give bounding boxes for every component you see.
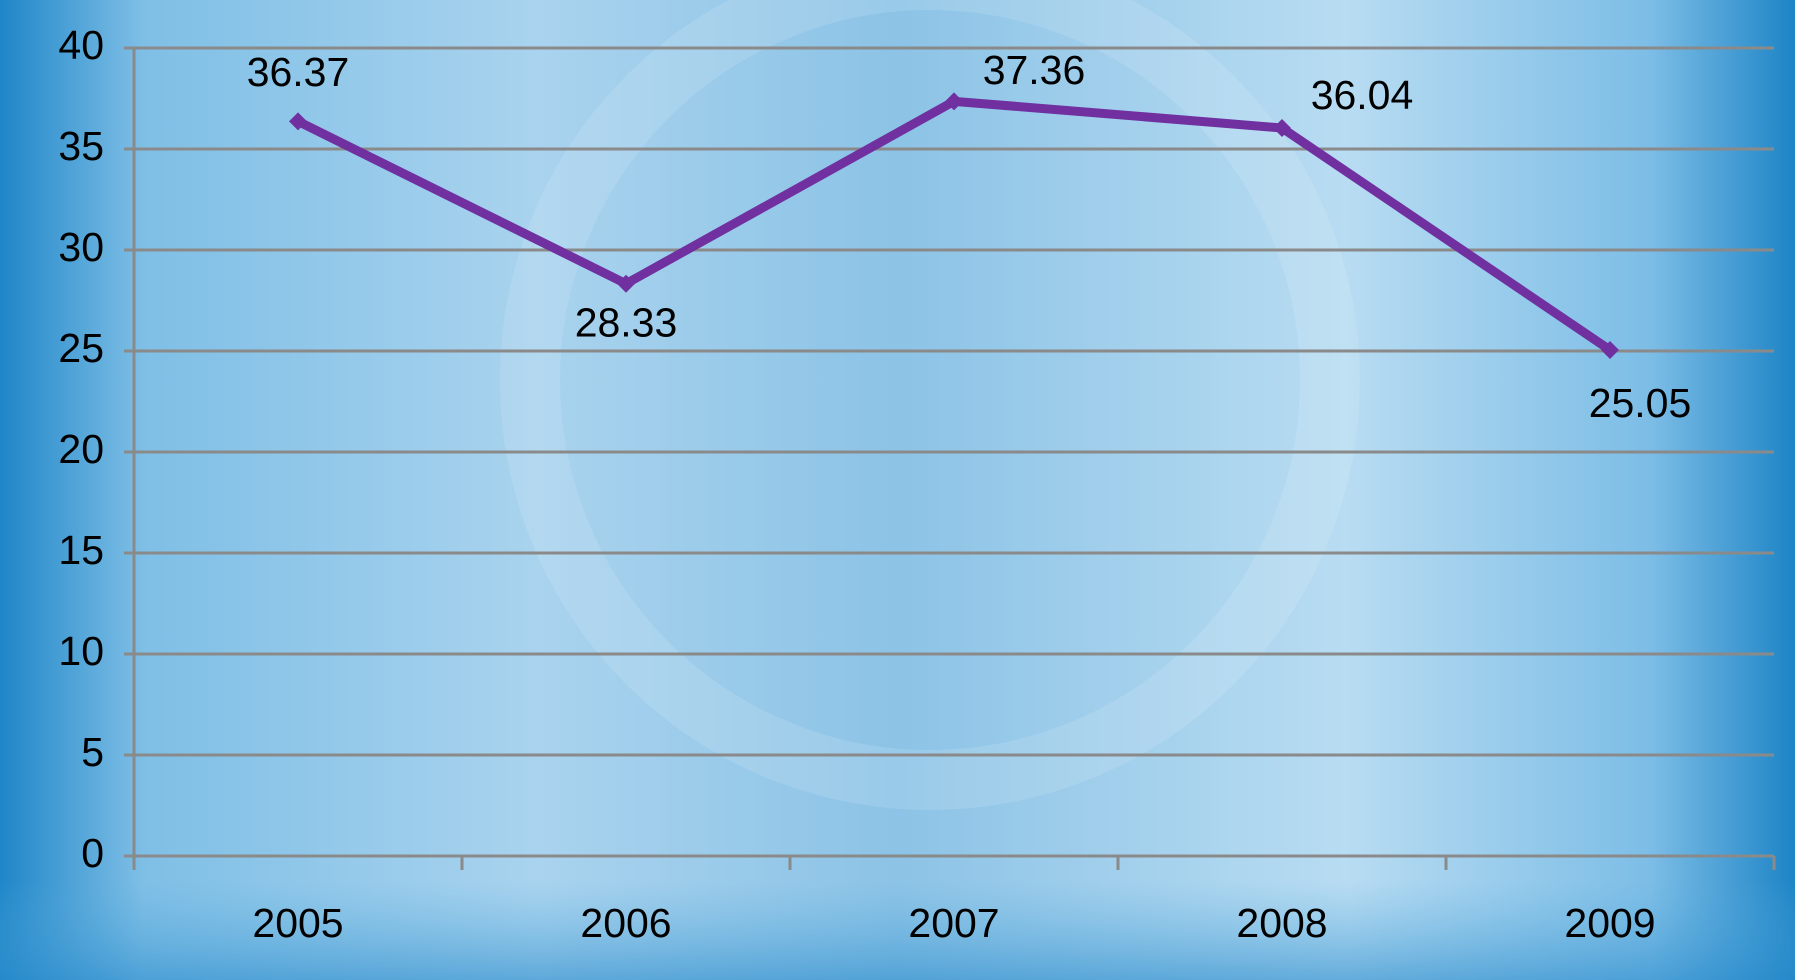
x-tick-label: 2008: [1236, 900, 1327, 946]
x-tick-label: 2006: [580, 900, 671, 946]
y-tick-label: 5: [81, 729, 104, 775]
y-tick-label: 0: [81, 830, 104, 876]
marker: [617, 274, 635, 293]
data-label: 28.33: [575, 300, 678, 346]
marker: [1601, 340, 1619, 359]
background-floor: [0, 880, 1795, 980]
y-tick-label: 35: [58, 123, 104, 169]
x-tick-label: 2005: [252, 900, 343, 946]
y-tick-label: 30: [58, 224, 104, 270]
y-tick-label: 25: [58, 325, 104, 371]
y-tick-label: 20: [58, 426, 104, 472]
x-tick-label: 2007: [908, 900, 999, 946]
data-label: 37.36: [983, 47, 1086, 93]
y-tick-label: 40: [58, 22, 104, 68]
x-tick-label: 2009: [1564, 900, 1655, 946]
marker: [945, 92, 963, 111]
data-label: 36.04: [1311, 72, 1414, 118]
marker: [1273, 118, 1291, 137]
data-label: 36.37: [247, 49, 350, 95]
y-tick-label: 15: [58, 527, 104, 573]
data-label: 25.05: [1589, 380, 1692, 426]
y-tick-label: 10: [58, 628, 104, 674]
watermark: [500, 0, 1360, 810]
marker: [289, 112, 307, 131]
